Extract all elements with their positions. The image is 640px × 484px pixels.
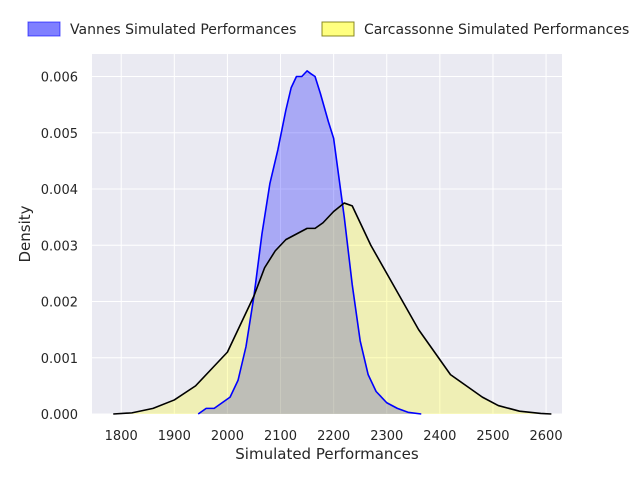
legend-label-carcassonne: Carcassonne Simulated Performances [364,22,629,38]
x-tick-label: 2300 [370,429,403,444]
density-line-carcassonne [113,202,552,415]
y-tick-label: 0.000 [41,408,78,423]
legend: Vannes Simulated Performances Carcassonn… [27,21,629,38]
x-tick-label: 2600 [530,429,563,444]
y-tick-label: 0.001 [41,352,78,367]
legend-swatch-carcassonne [321,21,355,37]
x-axis-ticks: 1800 1900 2000 2100 2200 2300 2400 2500 2600 [105,429,563,444]
density-line-vannes [197,70,422,415]
x-tick-label: 2400 [423,429,456,444]
density-area-vannes [198,70,422,414]
density-area-carcassonne [113,203,552,414]
y-tick-label: 0.002 [41,296,78,311]
x-tick-label: 2500 [476,429,509,444]
x-tick-label: 2200 [317,429,350,444]
legend-label-vannes: Vannes Simulated Performances [70,22,296,38]
y-tick-label: 0.005 [41,127,78,142]
y-axis-label: Density [16,205,34,262]
legend-swatch-vannes [27,21,61,37]
y-axis-ticks: 0.000 0.001 0.002 0.003 0.004 0.005 0.006 [41,71,78,424]
series-layer [113,70,552,415]
y-tick-label: 0.006 [41,71,78,86]
x-tick-label: 2100 [264,429,297,444]
y-tick-label: 0.003 [41,239,78,254]
x-tick-label: 1800 [105,429,138,444]
x-tick-label: 1900 [158,429,191,444]
grid [92,54,562,415]
x-tick-label: 2000 [211,429,244,444]
x-axis-label: Simulated Performances [235,445,419,463]
y-tick-label: 0.004 [41,183,78,198]
